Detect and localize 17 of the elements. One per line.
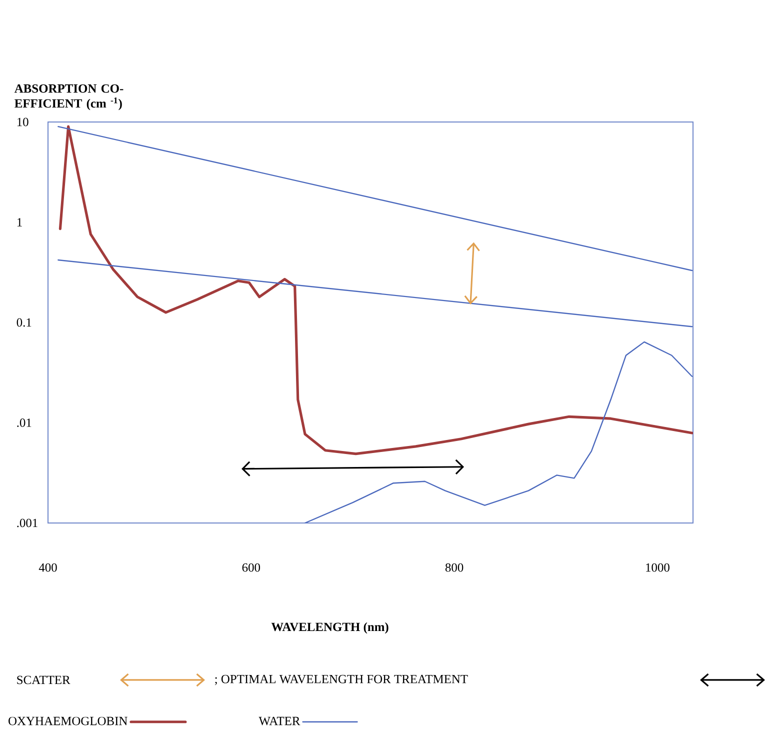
y-tick-label: 1 <box>17 218 22 226</box>
x-tick-label: 600 <box>242 563 260 572</box>
text: ; OPTIMAL WAVELENGTH FOR TREATMENT <box>214 674 468 686</box>
x-tick-label: 1000 <box>646 563 670 572</box>
legend-label: WATER <box>258 716 300 726</box>
y-tick-label: .001 <box>17 518 38 528</box>
line-series <box>304 341 693 523</box>
x-tick-label: 400 <box>38 563 57 572</box>
x-axis-title: WAVELENGTH (nm) <box>271 622 388 634</box>
y-tick-label: 10 <box>17 118 28 126</box>
text: SCATTER <box>17 676 70 684</box>
y-tick-label: .01 <box>17 418 32 427</box>
line-series <box>58 125 694 456</box>
legend-label: OXYHAEMOGLOBIN <box>8 716 128 726</box>
y-tick-label: 0.1 <box>16 318 32 327</box>
x-tick-label: 800 <box>445 563 464 572</box>
y-axis-title: ABSORPTION CO-EFFICIENT (cm $^{-1}$) <box>14 84 124 110</box>
